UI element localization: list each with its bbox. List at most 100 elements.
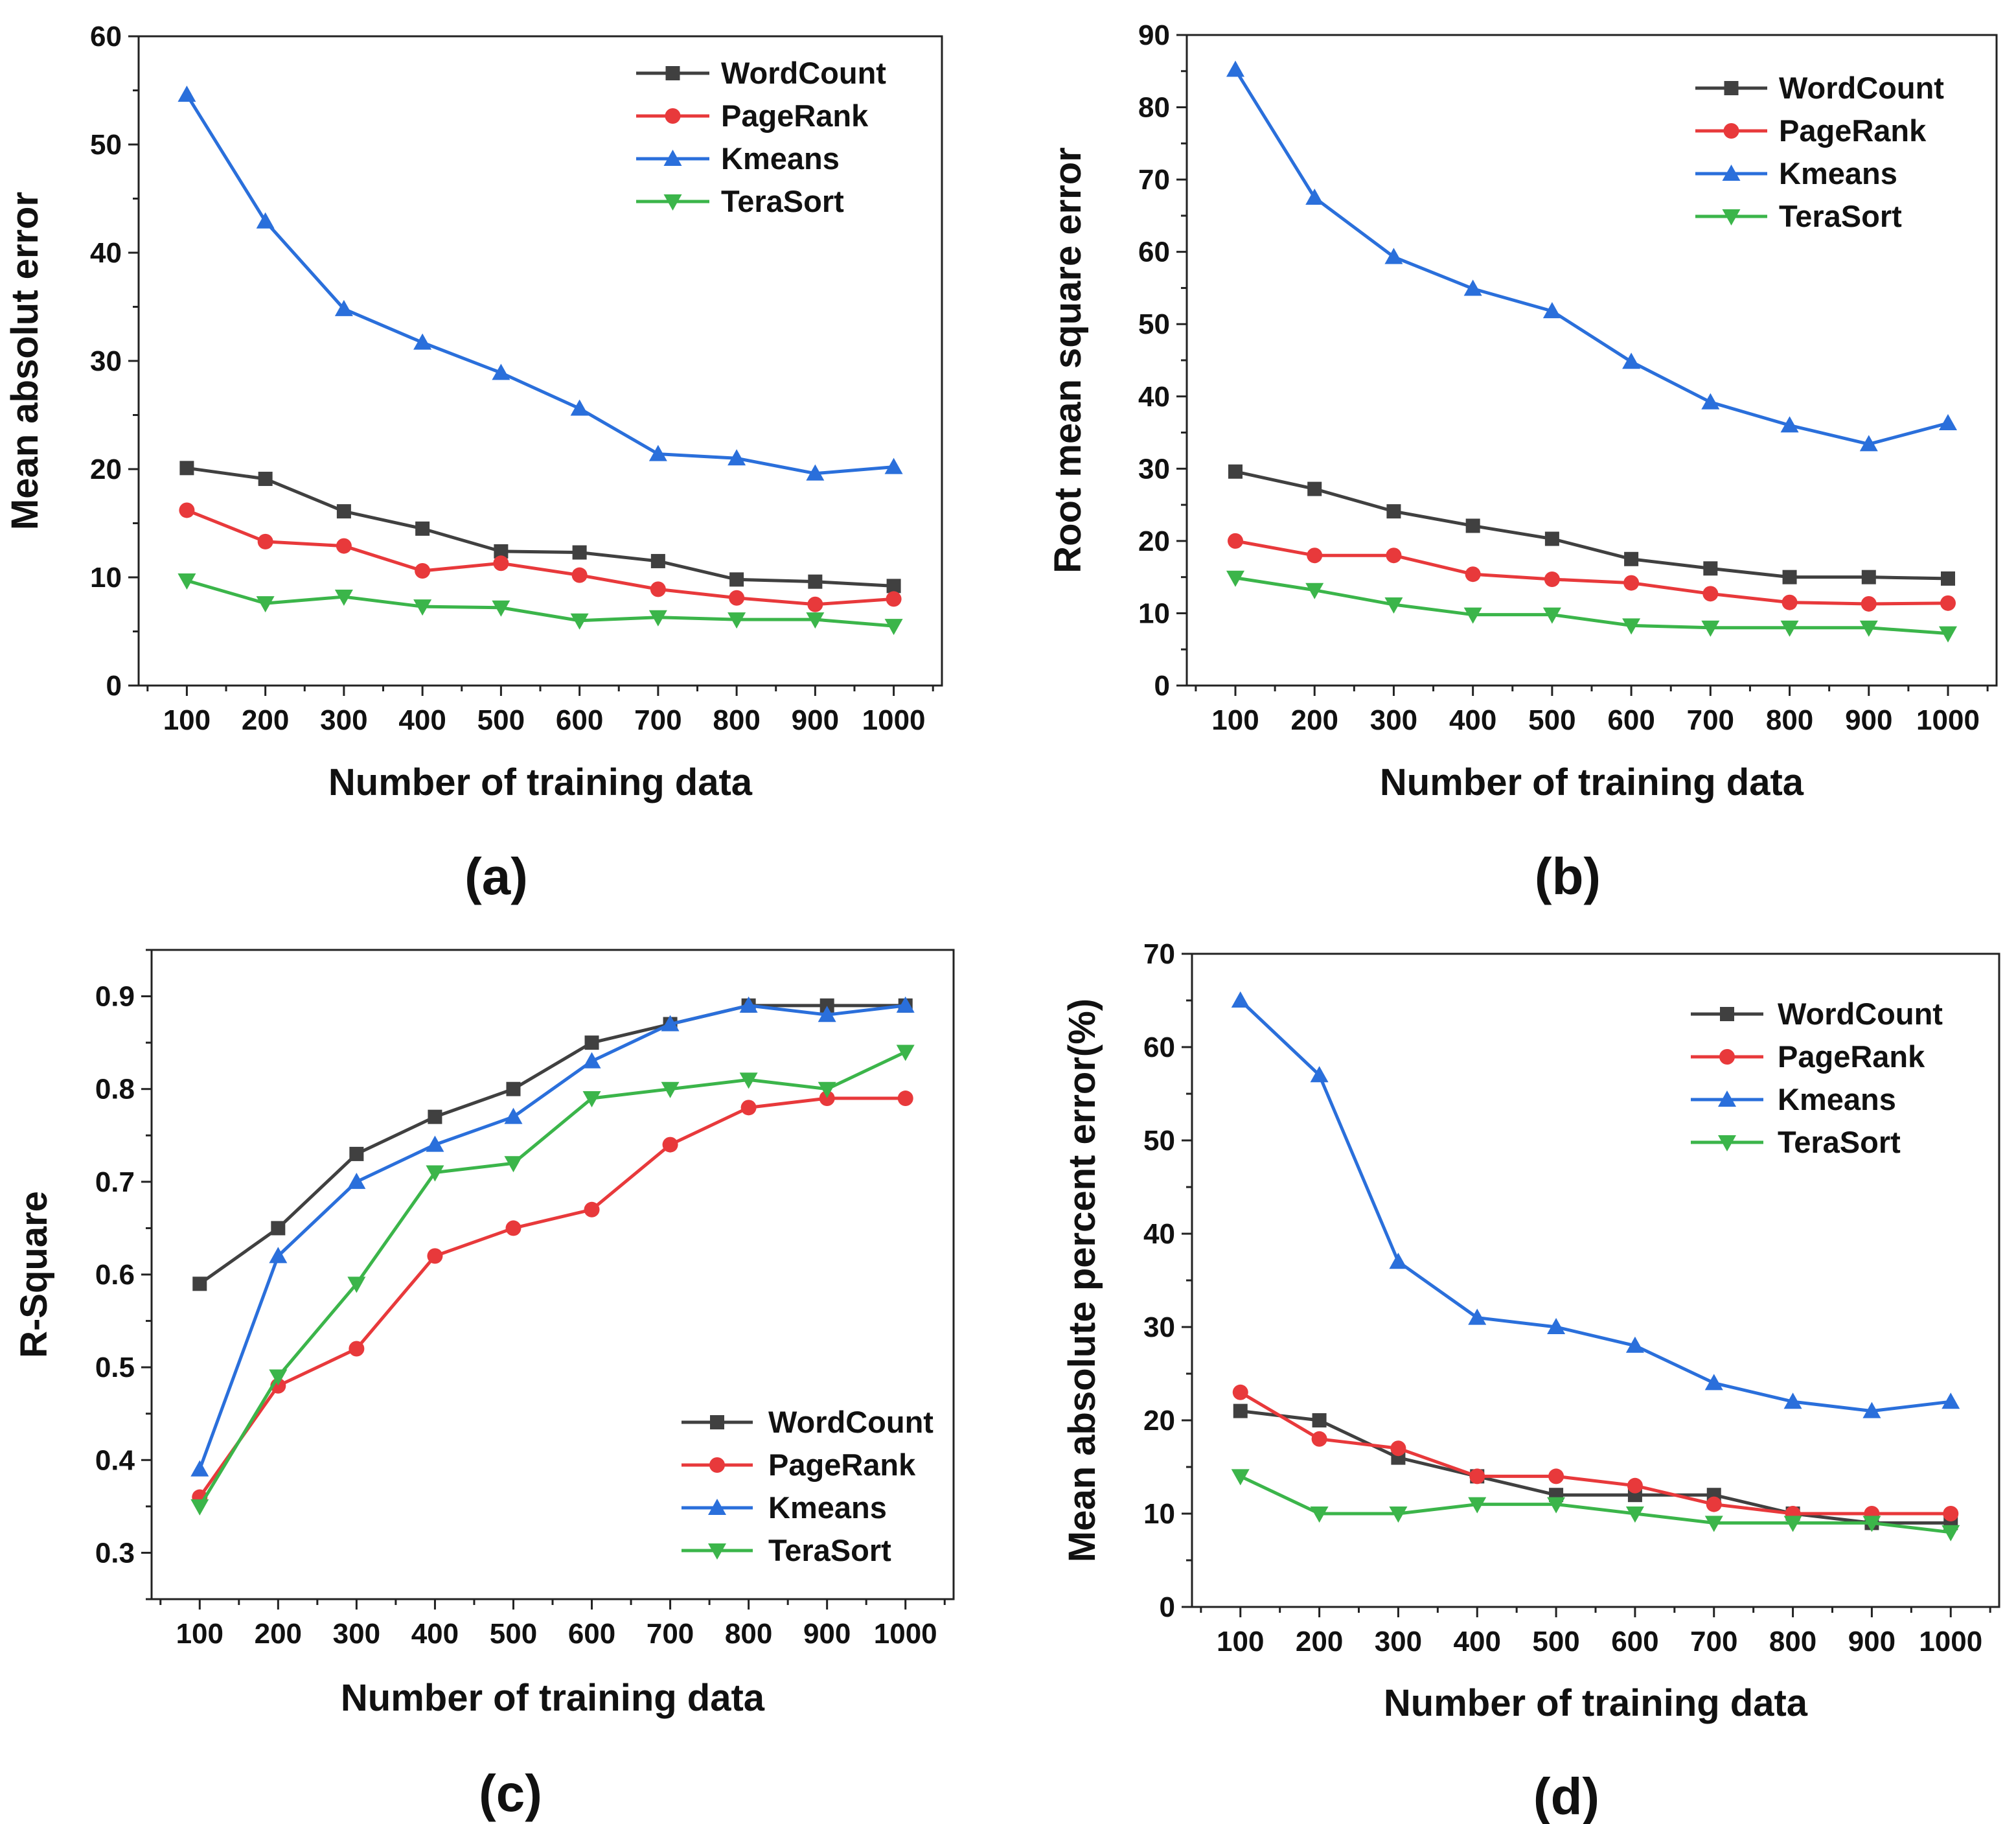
data-point (1307, 481, 1322, 496)
series-terasort (1226, 570, 1957, 643)
data-point (347, 1172, 366, 1189)
legend-entry: TeraSort (1779, 199, 1902, 233)
data-point (415, 562, 431, 579)
legend-entry: WordCount (1779, 71, 1944, 105)
legend-marker (708, 1543, 726, 1560)
data-point (1783, 1392, 1802, 1409)
data-point (884, 457, 903, 474)
legend-marker (709, 1457, 725, 1473)
data-point (178, 573, 196, 590)
x-tick-label: 500 (1532, 1626, 1579, 1657)
data-point (1228, 464, 1243, 479)
legend: WordCount PageRank Kmeans TeraSort (636, 56, 886, 218)
data-point (896, 996, 915, 1013)
y-tick-label: 60 (90, 21, 122, 52)
data-point (884, 619, 903, 636)
data-point (819, 998, 834, 1013)
data-point (1465, 566, 1481, 583)
chart-panel-1: 0 10 20 30 40 50 60 70 80 90 100 200 300 400 500 600 700… (1047, 19, 1998, 905)
data-point (1942, 1525, 1960, 1541)
data-point (1940, 595, 1956, 611)
data-point (1226, 570, 1244, 587)
series-line (1239, 1475, 1951, 1534)
series-wordcount (1233, 1403, 1958, 1530)
y-tick-label: 50 (90, 129, 122, 161)
y-tick-label: 20 (1138, 525, 1170, 557)
data-point (1706, 1496, 1722, 1512)
data-point (1305, 189, 1324, 205)
y-tick-label: 0 (1154, 670, 1170, 702)
legend: WordCount PageRank Kmeans TeraSort (682, 1405, 934, 1567)
x-tick-label: 100 (1217, 1626, 1264, 1657)
data-point (739, 996, 758, 1013)
legend-marker (665, 108, 681, 124)
data-point (1623, 575, 1640, 591)
data-point (1939, 414, 1957, 431)
legend: WordCount PageRank Kmeans TeraSort (1691, 997, 1943, 1159)
legend-entry: Kmeans (768, 1490, 887, 1525)
y-tick-label: 20 (90, 454, 122, 485)
series-line (1235, 470, 1949, 581)
y-axis-label: Root mean square error (1047, 147, 1089, 573)
data-point (1701, 393, 1720, 410)
data-point (1390, 1440, 1406, 1457)
data-point (1625, 1336, 1644, 1353)
y-tick-label: 90 (1138, 19, 1170, 51)
x-tick-label: 700 (1690, 1626, 1737, 1657)
data-point (739, 1072, 758, 1089)
data-point (1942, 1392, 1960, 1409)
legend-marker (663, 150, 682, 166)
legend-marker (1724, 81, 1739, 95)
x-tick-label: 900 (1845, 704, 1892, 736)
series-line (198, 1050, 906, 1508)
y-tick-label: 10 (90, 562, 122, 594)
x-tick-label: 700 (1687, 704, 1734, 736)
x-tick-label: 1000 (862, 704, 926, 736)
x-tick-label: 300 (1370, 704, 1417, 736)
x-tick-label: 400 (398, 704, 446, 736)
x-axis-label: Number of training data (341, 1677, 765, 1719)
series-line (1235, 539, 1949, 606)
legend-marker (710, 1415, 724, 1429)
data-point (1782, 570, 1797, 584)
x-tick-label: 100 (176, 1618, 223, 1650)
data-point (819, 1091, 835, 1107)
y-tick-label: 50 (1138, 308, 1170, 340)
legend-marker (1719, 1049, 1735, 1065)
data-point (504, 1156, 523, 1173)
x-tick-label: 400 (1449, 704, 1496, 736)
x-tick-label: 700 (634, 704, 682, 736)
series-terasort (1231, 1469, 1960, 1541)
data-point (256, 596, 275, 613)
data-point (413, 599, 432, 616)
x-tick-label: 300 (333, 1618, 380, 1650)
data-point (426, 1135, 444, 1152)
data-point (1859, 435, 1878, 452)
x-tick-label: 500 (1528, 704, 1575, 736)
data-point (257, 533, 273, 549)
x-tick-label: 900 (803, 1618, 851, 1650)
y-tick-label: 10 (1138, 597, 1170, 629)
x-tick-label: 800 (1769, 1626, 1816, 1657)
data-point (662, 1137, 678, 1153)
legend-marker (1723, 123, 1739, 139)
x-tick-label: 1000 (1919, 1626, 1982, 1657)
data-point (1941, 571, 1955, 586)
legend: WordCount PageRank Kmeans TeraSort (1695, 71, 1944, 233)
panel-label: (c) (479, 1764, 542, 1822)
data-point (1861, 595, 1877, 612)
y-tick-label: 0.3 (95, 1537, 135, 1569)
y-tick-label: 0.6 (95, 1259, 135, 1291)
data-point (492, 364, 510, 380)
data-point (1232, 1384, 1248, 1400)
x-tick-label: 500 (477, 704, 525, 736)
data-point (1547, 1497, 1566, 1514)
x-tick-label: 900 (1848, 1626, 1896, 1657)
series-kmeans (178, 86, 903, 481)
y-axis-label: R-Square (13, 1191, 55, 1358)
series-kmeans (190, 996, 915, 1477)
data-point (336, 504, 351, 519)
y-axis-label: Mean absolute percent error(%) (1061, 999, 1103, 1562)
data-point (1544, 571, 1560, 588)
data-point (572, 545, 587, 560)
